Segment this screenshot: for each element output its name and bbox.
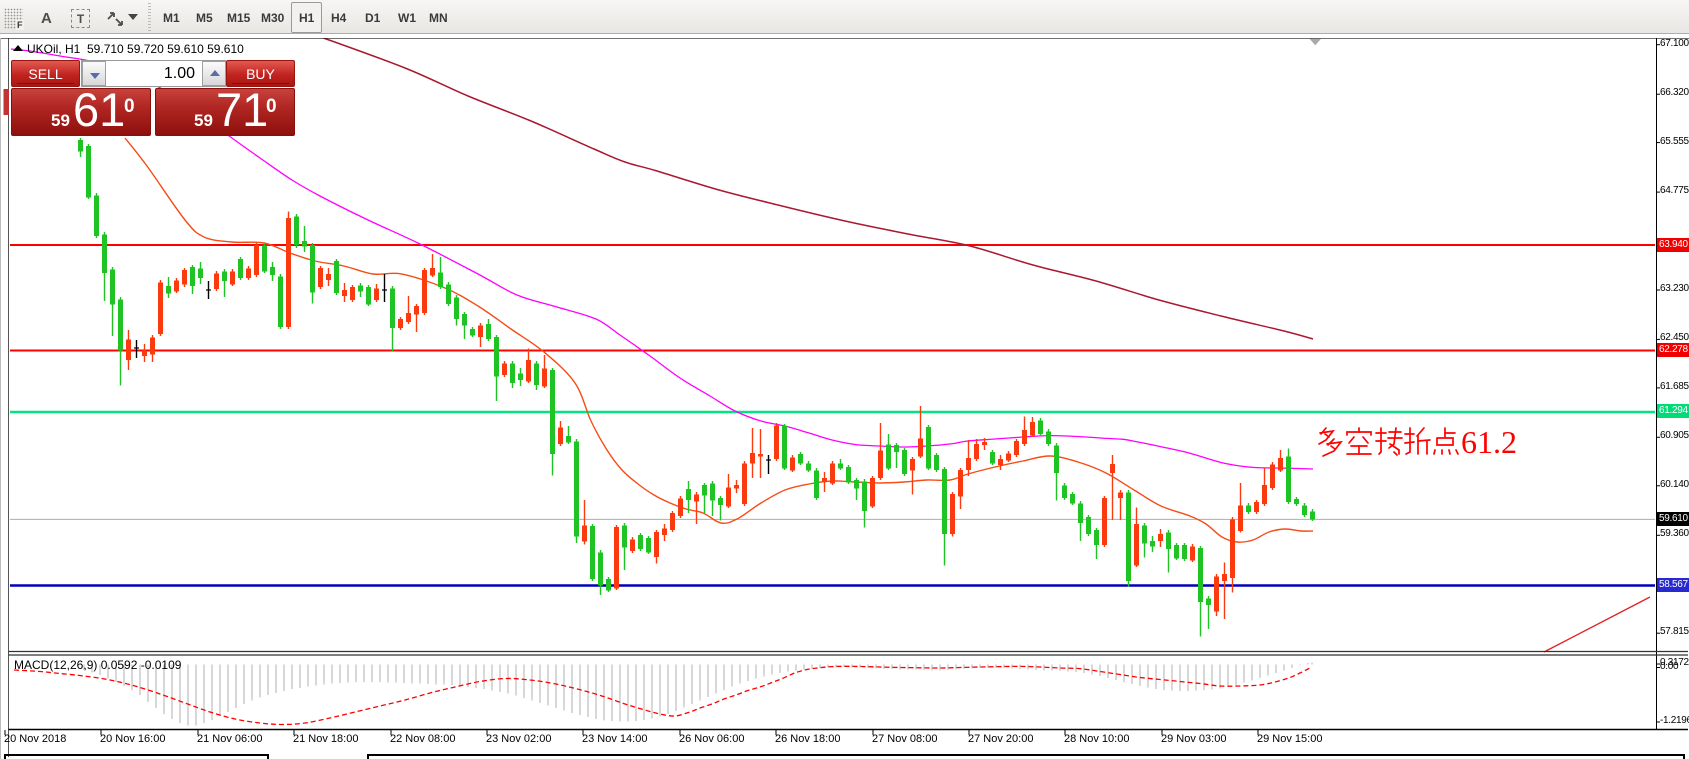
- svg-text:61.2: 61.2: [1461, 424, 1517, 460]
